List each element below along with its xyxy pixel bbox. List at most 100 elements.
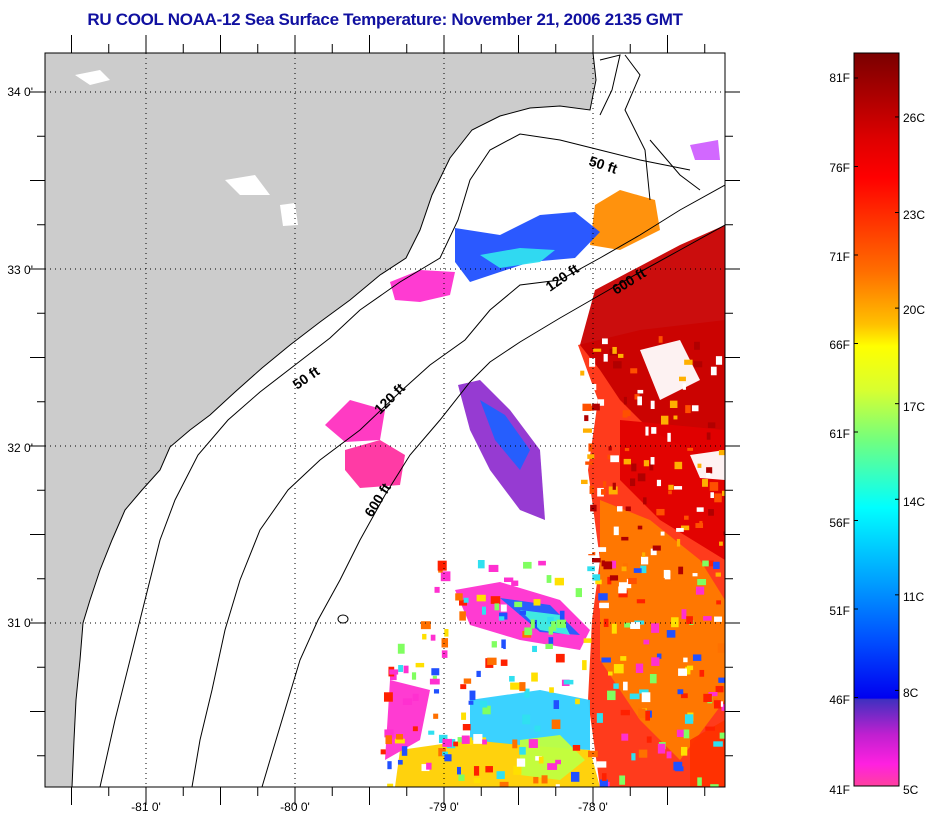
sst-pixel	[697, 463, 702, 468]
sst-pixel	[582, 660, 587, 671]
sst-pixel	[621, 566, 627, 572]
sst-pixel	[718, 450, 725, 456]
sst-pixel	[412, 726, 418, 732]
sst-pixel	[667, 432, 671, 442]
depth-contours	[99, 133, 725, 787]
sst-pixel	[718, 677, 725, 683]
sst-pixel	[699, 669, 705, 677]
sst-pixel	[438, 748, 446, 757]
sst-pixel	[597, 487, 604, 497]
sst-pixel	[596, 713, 603, 723]
sst-pixel	[459, 611, 466, 621]
sst-pixel	[462, 723, 471, 731]
sst-pixel	[556, 619, 566, 628]
sst-pixel	[638, 749, 648, 758]
sst-pixel	[714, 616, 722, 622]
sst-pixel	[719, 732, 725, 739]
sst-pixel	[487, 657, 497, 665]
colorbar: 81F 76F 71F 66F 61F 56F 51F 46F 41F 26C …	[829, 52, 925, 797]
sst-pixel	[683, 657, 688, 663]
sst-pixel	[636, 599, 646, 604]
sst-pixel	[624, 448, 630, 452]
sst-pixel	[715, 572, 721, 577]
sst-pixel	[601, 773, 607, 781]
sst-pixel	[630, 368, 638, 374]
sst-pixel	[708, 692, 718, 697]
sst-pixel	[651, 427, 657, 434]
sst-pixel	[499, 612, 508, 620]
sst-pixel	[426, 762, 432, 770]
sst-pixel	[384, 729, 394, 738]
sst-pixel	[695, 586, 705, 595]
sst-pixel	[559, 610, 565, 620]
sst-pixel	[519, 682, 526, 692]
sst-pixel	[715, 356, 723, 365]
sst-pixel	[693, 361, 703, 368]
x-tick-label: -79 0'	[429, 800, 459, 814]
sst-pixel	[623, 681, 628, 691]
sst-pixel	[683, 729, 690, 739]
sst-pixel	[473, 766, 480, 776]
sst-pixel	[680, 746, 688, 756]
sst-pixel	[601, 338, 608, 345]
sst-pixel	[608, 671, 613, 676]
sst-pixel	[547, 616, 554, 624]
sst-patch	[690, 140, 720, 160]
sst-pixel	[650, 548, 657, 556]
x-tick-label: -78 0'	[578, 800, 608, 814]
sst-pixel	[586, 411, 593, 416]
sst-pixel	[513, 765, 522, 775]
sst-pixel	[695, 523, 704, 528]
sst-pixel	[389, 669, 399, 675]
sst-pixel	[533, 599, 541, 606]
sst-pixel	[541, 775, 548, 784]
sst-pixel	[620, 656, 627, 661]
sst-pixel	[589, 358, 596, 367]
sst-pixel	[428, 645, 439, 655]
sst-pixel	[674, 486, 683, 490]
sst-pixel	[389, 672, 397, 681]
sst-pixel	[685, 405, 691, 414]
y-axis-labels: 34 0' 33 0' 32 0' 31 0'	[7, 85, 33, 630]
sst-pixel	[476, 670, 481, 677]
sst-pixel	[421, 764, 430, 772]
sst-pixel	[707, 422, 716, 428]
sst-pixel	[584, 549, 593, 555]
sst-pixel	[601, 489, 606, 495]
graticule	[45, 53, 725, 787]
sst-pixel	[396, 734, 404, 740]
sst-pixel	[651, 623, 660, 633]
sst-pixel	[534, 725, 541, 732]
sst-pixel	[620, 709, 630, 716]
sst-pixel	[710, 784, 719, 787]
sst-pixel	[684, 359, 693, 365]
sst-pixel	[587, 566, 595, 572]
sst-pixel	[519, 746, 526, 755]
colorbar-gradient	[853, 52, 900, 787]
sst-pixel	[666, 630, 676, 638]
sst-pixel	[441, 638, 449, 648]
sst-pixel	[684, 714, 694, 724]
sst-pixel	[599, 602, 609, 609]
colorbar-f-label: 41F	[829, 783, 850, 797]
sst-pixel	[684, 515, 689, 520]
barrier-islands	[599, 54, 701, 201]
sst-pixel	[444, 629, 449, 637]
sst-patch	[690, 720, 725, 787]
land-mass	[45, 53, 597, 787]
sst-pixel	[469, 690, 476, 701]
sst-pixel	[603, 353, 608, 362]
contour-50ft	[99, 133, 691, 787]
sst-pixel	[397, 643, 405, 654]
sst-pixel	[580, 362, 585, 371]
sst-pixel	[385, 735, 392, 745]
sst-pixel	[580, 438, 588, 445]
sst-pixel	[649, 463, 654, 471]
sst-pixel	[630, 622, 641, 629]
sst-pixel	[642, 552, 646, 557]
sst-pixel	[668, 490, 672, 495]
sst-pixel	[633, 568, 642, 573]
sst-pixel	[488, 564, 499, 572]
sst-pixel	[433, 713, 439, 719]
plot-area: 50 ft 50 ft 120 ft 120 ft 600 ft 600 ft	[45, 53, 725, 787]
